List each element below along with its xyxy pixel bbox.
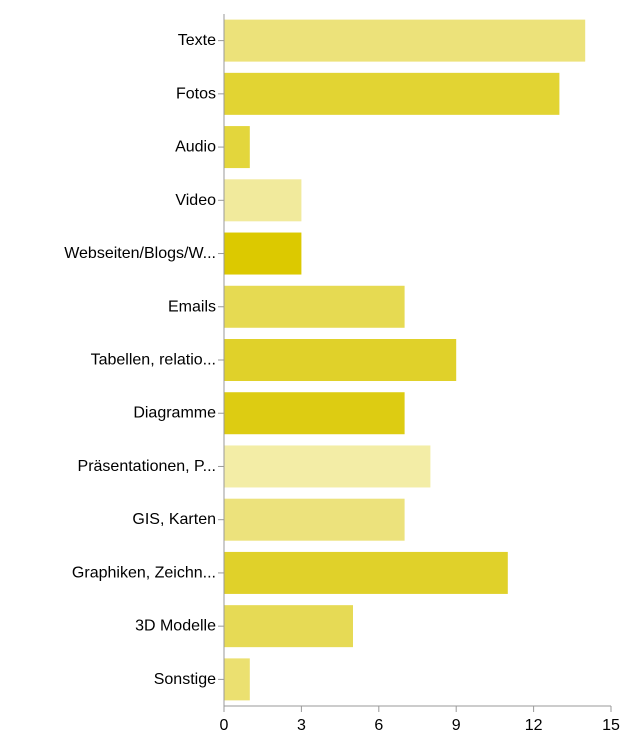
category-label: Webseiten/Blogs/W...: [64, 245, 216, 262]
x-tick-label: 12: [525, 717, 543, 734]
category-label: Sonstige: [154, 671, 216, 688]
axes-group: [223, 14, 611, 707]
category-label: Fotos: [176, 85, 216, 102]
x-tick-label: 9: [452, 717, 461, 734]
x-tick-label: 3: [297, 717, 306, 734]
bar-5: [224, 232, 302, 275]
bar-11: [224, 551, 508, 594]
category-label: 3D Modelle: [135, 618, 216, 635]
category-label: Audio: [175, 139, 216, 156]
category-labels: Texte Fotos Audio Video Webseiten/Blogs/W...…: [64, 32, 224, 688]
bar-2: [224, 72, 560, 115]
category-label: Tabellen, relatio...: [91, 352, 216, 369]
category-label: Diagramme: [133, 405, 216, 422]
category-label: Emails: [168, 298, 216, 315]
bar-10: [224, 498, 405, 541]
x-tick-label: 6: [374, 717, 383, 734]
category-label: GIS, Karten: [132, 511, 216, 528]
x-tick-label: 15: [602, 717, 620, 734]
bars-group: [224, 19, 586, 701]
category-label: Texte: [178, 32, 216, 49]
bar-9: [224, 445, 431, 488]
x-axis-ticks: 0 3 6 9 12 15: [220, 706, 620, 734]
bar-7: [224, 339, 457, 381]
bar-8: [224, 392, 405, 435]
bar-12: [224, 605, 353, 648]
bar-1: [224, 19, 586, 62]
bar-4: [224, 179, 302, 222]
x-tick-label: 0: [220, 717, 229, 734]
category-label: Video: [175, 192, 216, 209]
bar-13: [224, 658, 250, 701]
bar-3: [224, 126, 250, 169]
category-label: Graphiken, Zeichn...: [72, 564, 216, 581]
bar-6: [224, 285, 405, 328]
category-label: Präsentationen, P...: [78, 458, 216, 475]
